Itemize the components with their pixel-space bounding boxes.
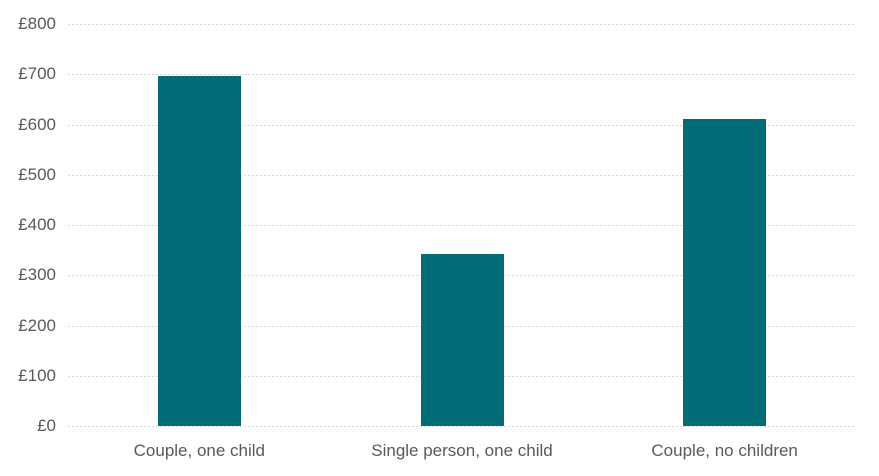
y-tick-label: £600 xyxy=(18,114,56,134)
gridline xyxy=(68,74,856,76)
x-category-label: Single person, one child xyxy=(371,441,553,460)
y-tick-label: £0 xyxy=(37,416,56,435)
gridline xyxy=(68,24,856,25)
y-tick-label: £700 xyxy=(18,64,56,84)
y-tick-label: £500 xyxy=(18,164,56,184)
gridline xyxy=(68,124,856,126)
y-tick-label: £800 xyxy=(18,14,56,33)
bar xyxy=(157,75,241,426)
y-tick-label: £100 xyxy=(18,365,56,385)
gridline xyxy=(68,426,856,427)
gridline xyxy=(68,225,856,226)
y-tick-label: £400 xyxy=(18,215,56,234)
y-tick-label: £200 xyxy=(18,315,56,335)
bar xyxy=(683,119,767,426)
x-category-label: Couple, one child xyxy=(133,441,266,460)
x-category-label: Couple, no children xyxy=(651,441,798,460)
bar xyxy=(420,254,504,426)
gridline xyxy=(68,174,856,176)
y-tick-label: £300 xyxy=(18,265,56,285)
